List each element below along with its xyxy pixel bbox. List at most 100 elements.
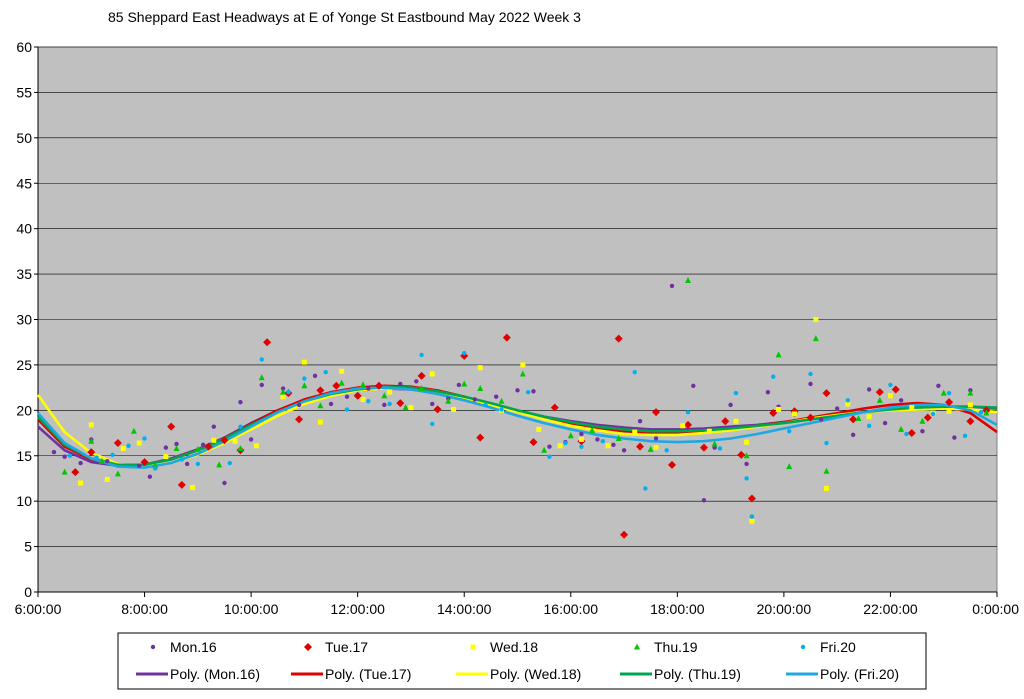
y-tick-label: 5 [24,539,32,555]
data-point [71,468,80,477]
data-point [195,461,201,467]
x-tick-label: 6:00:00 [15,601,62,617]
data-point [578,436,584,442]
data-point [312,373,318,379]
data-point [966,417,975,426]
data-point [818,417,824,422]
data-point [945,398,954,407]
data-point [888,382,893,388]
data-point [190,485,196,491]
data-point [786,463,793,470]
data-point [263,338,272,347]
data-point [167,422,176,431]
data-point [462,350,467,356]
data-point [806,413,815,422]
data-point [721,417,730,426]
data-point [712,445,717,450]
data-point [691,383,696,389]
data-point [359,381,366,388]
data-point [680,423,686,429]
data-point [220,436,229,445]
data-point [579,431,584,437]
data-point [876,396,883,403]
data-point [845,398,851,403]
data-point [529,438,538,447]
data-point [904,431,909,437]
data-point [476,433,485,442]
data-point [520,362,526,368]
data-point [632,369,637,375]
data-point [237,444,244,451]
data-point [936,383,941,389]
data-point [769,409,778,418]
data-point [429,371,435,377]
data-point [140,458,149,467]
legend-label: Poly. (Fri.20) [820,666,899,682]
data-point [747,494,756,503]
data-point [114,470,121,477]
legend-label: Thu.19 [654,639,698,655]
data-point [808,381,813,387]
data-point [909,405,915,411]
data-point [775,351,782,358]
data-point [430,421,435,427]
data-point [525,389,531,395]
data-point [280,388,287,395]
data-point [668,460,677,469]
data-point [550,403,559,412]
data-point [733,390,739,396]
data-point [515,388,520,393]
y-tick-label: 40 [16,221,32,237]
data-point [930,411,936,417]
data-point [344,407,350,412]
data-point [589,426,596,433]
legend-marker [150,644,156,650]
data-point [652,408,661,417]
data-point [402,404,409,411]
data-point [824,440,829,446]
data-point [834,406,840,411]
data-point [430,401,435,407]
data-point [153,466,158,471]
data-point [200,442,206,448]
data-point [408,405,414,411]
data-point [78,480,84,486]
data-point [328,401,334,407]
data-point [88,437,95,444]
legend-label: Wed.18 [490,639,538,655]
chart-title: 85 Sheppard East Headways at E of Yonge … [108,9,581,25]
data-point [822,389,831,398]
data-point [744,476,749,481]
data-point [317,419,323,425]
data-point [823,467,830,474]
data-point [414,379,419,384]
data-point [419,352,424,358]
y-tick-label: 15 [16,448,32,464]
legend-marker [470,644,476,650]
data-point [216,461,223,468]
data-point [547,444,552,449]
data-point [684,276,691,283]
data-point [771,374,776,379]
data-point [531,389,536,394]
data-point [382,402,387,408]
data-point [259,382,264,388]
data-point [499,407,504,412]
data-point [323,369,328,375]
data-point [317,402,324,409]
data-point [946,390,952,396]
data-point [952,435,957,440]
data-point [875,388,884,397]
legend-marker [634,643,640,650]
data-point [51,449,57,455]
data-point [493,394,499,399]
data-point [147,474,153,479]
data-point [940,389,947,396]
data-point [366,399,371,404]
data-point [824,485,830,491]
data-point [295,415,304,424]
x-tick-label: 20:00:00 [757,601,812,617]
data-point [717,446,723,451]
data-point [173,444,180,451]
